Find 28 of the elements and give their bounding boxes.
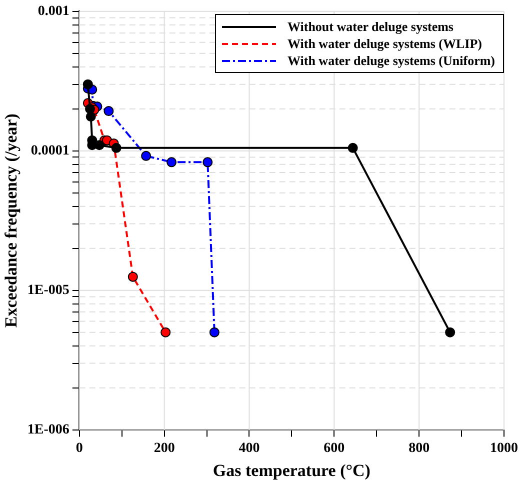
y-tick-label: 0.0001: [30, 143, 70, 158]
point: [86, 112, 96, 122]
y-tick-label: 1E-006: [27, 422, 70, 438]
point: [141, 150, 152, 161]
y-tick-label: 0.001: [38, 4, 70, 20]
point: [348, 142, 358, 153]
x-tick-label: 200: [154, 440, 175, 456]
x-axis-title: Gas temperature (°C): [212, 461, 370, 480]
point: [166, 157, 177, 168]
point: [82, 79, 93, 90]
point: [94, 140, 104, 150]
y-tick-label: 1E-005: [27, 282, 70, 298]
point: [209, 327, 220, 338]
x-tick-label: 1000: [490, 440, 518, 456]
x-tick-label: 0: [76, 440, 83, 456]
legend-label: With water deluge systems (Uniform): [288, 52, 495, 68]
y-axis-title: Exceedance frequency (/year): [2, 114, 21, 328]
x-tick-label: 800: [408, 440, 430, 456]
x-tick-label: 600: [324, 440, 345, 456]
point: [202, 157, 213, 168]
x-tick-label: 400: [238, 440, 260, 456]
legend-label: Without water deluge systems: [288, 18, 454, 34]
point: [160, 327, 171, 338]
point: [111, 142, 122, 153]
point: [104, 106, 114, 116]
legend-label: With water deluge systems (WLIP): [288, 36, 482, 52]
point: [445, 327, 456, 338]
point: [128, 272, 138, 282]
